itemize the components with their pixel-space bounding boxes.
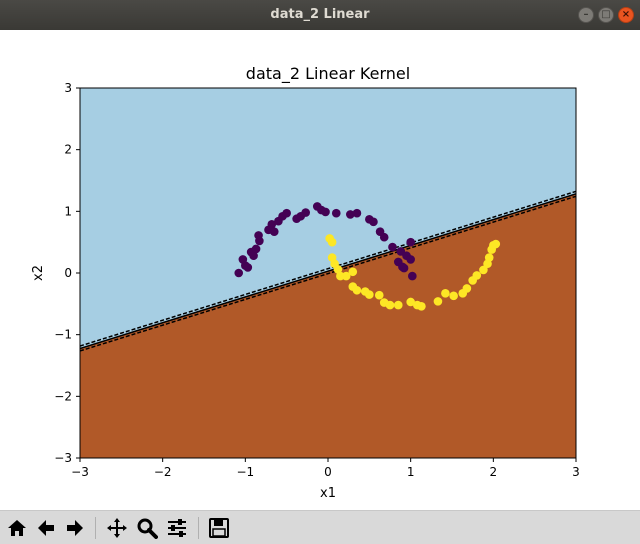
data-point-class-1 bbox=[393, 300, 403, 310]
x-tick-label: 0 bbox=[324, 465, 332, 479]
data-point-class-0 bbox=[369, 217, 378, 227]
scatter-points bbox=[234, 202, 501, 311]
forward-arrow-icon[interactable] bbox=[62, 515, 88, 541]
data-point-class-1 bbox=[491, 239, 501, 249]
y-tick-label: −1 bbox=[54, 328, 72, 342]
data-point-class-0 bbox=[406, 237, 415, 247]
data-point-class-0 bbox=[249, 251, 258, 261]
back-arrow-icon[interactable] bbox=[33, 515, 59, 541]
save-icon[interactable] bbox=[206, 515, 232, 541]
y-axis-ticks: −3 −2 −1 0 1 2 3 bbox=[54, 81, 80, 465]
data-point-class-0 bbox=[406, 255, 415, 264]
data-point-class-1 bbox=[385, 300, 395, 310]
region-class-0 bbox=[80, 88, 576, 349]
y-tick-label: 1 bbox=[64, 204, 72, 218]
data-point-class-1 bbox=[462, 284, 472, 293]
data-point-class-0 bbox=[331, 208, 341, 218]
chart-title: data_2 Linear Kernel bbox=[246, 64, 410, 84]
y-tick-label: 0 bbox=[64, 266, 72, 280]
data-point-class-1 bbox=[348, 267, 358, 277]
close-button[interactable]: × bbox=[618, 7, 634, 23]
window-titlebar: data_2 Linear – □ × bbox=[0, 0, 640, 30]
data-point-class-1 bbox=[365, 290, 374, 299]
data-point-class-0 bbox=[352, 208, 362, 218]
decision-regions bbox=[80, 88, 576, 458]
data-point-class-1 bbox=[333, 265, 343, 274]
pan-icon[interactable] bbox=[104, 515, 130, 541]
margin-line-upper bbox=[80, 190, 576, 347]
data-point-class-0 bbox=[301, 208, 310, 217]
figure-canvas: −3 −2 −1 0 1 2 3 −3 −2 −1 0 1 2 3 data_2 Linear Kern… bbox=[0, 30, 640, 510]
region-class-1 bbox=[80, 193, 576, 458]
data-point-class-0 bbox=[234, 268, 244, 278]
home-icon[interactable] bbox=[4, 515, 30, 541]
decision-boundary bbox=[80, 193, 576, 350]
x-axis-ticks: −3 −2 −1 0 1 2 3 bbox=[71, 458, 580, 479]
data-point-class-1 bbox=[433, 297, 443, 306]
data-point-class-0 bbox=[398, 262, 407, 272]
zoom-icon[interactable] bbox=[134, 515, 160, 541]
data-point-class-1 bbox=[406, 297, 415, 307]
toolbar-separator bbox=[198, 517, 199, 539]
y-tick-label: 2 bbox=[64, 143, 72, 157]
y-tick-label: −2 bbox=[54, 389, 72, 403]
maximize-button[interactable]: □ bbox=[598, 7, 614, 23]
data-point-class-0 bbox=[388, 242, 397, 252]
toolbar-separator bbox=[95, 517, 96, 539]
x-tick-label: −1 bbox=[236, 465, 254, 479]
data-point-class-0 bbox=[282, 208, 291, 218]
data-point-class-0 bbox=[408, 271, 417, 281]
data-point-class-0 bbox=[346, 210, 355, 219]
data-point-class-0 bbox=[267, 219, 277, 229]
margin-line-lower bbox=[80, 195, 576, 352]
data-point-class-1 bbox=[374, 290, 384, 300]
data-point-class-0 bbox=[269, 227, 279, 236]
data-point-class-0 bbox=[255, 236, 264, 246]
data-point-class-1 bbox=[417, 302, 426, 311]
chart-svg: −3 −2 −1 0 1 2 3 −3 −2 −1 0 1 2 3 data_2 Linear Kern… bbox=[31, 64, 580, 501]
data-point-class-1 bbox=[341, 271, 351, 281]
data-point-class-1 bbox=[327, 237, 337, 247]
configure-subplots-icon[interactable] bbox=[164, 515, 190, 541]
data-point-class-1 bbox=[441, 289, 450, 298]
x-tick-label: 3 bbox=[572, 465, 580, 479]
data-point-class-1 bbox=[449, 291, 458, 301]
data-point-class-0 bbox=[251, 244, 261, 254]
navigation-toolbar bbox=[0, 510, 640, 544]
x-tick-label: 2 bbox=[490, 465, 498, 479]
data-point-class-0 bbox=[379, 232, 389, 242]
x-axis-label: x1 bbox=[320, 486, 336, 501]
x-tick-label: 1 bbox=[407, 465, 415, 479]
data-point-class-1 bbox=[472, 271, 482, 280]
minimize-button[interactable]: – bbox=[578, 7, 594, 23]
y-tick-label: 3 bbox=[64, 81, 72, 95]
data-point-class-0 bbox=[321, 207, 330, 217]
x-tick-label: −2 bbox=[154, 465, 172, 479]
y-axis-label: x2 bbox=[31, 265, 46, 281]
data-point-class-1 bbox=[479, 265, 488, 275]
x-tick-label: −3 bbox=[71, 465, 89, 479]
data-point-class-0 bbox=[243, 263, 253, 272]
y-tick-label: −3 bbox=[54, 451, 72, 465]
data-point-class-1 bbox=[484, 253, 494, 262]
data-point-class-1 bbox=[352, 285, 362, 295]
window-title: data_2 Linear bbox=[270, 7, 370, 22]
decision-boundary-lines bbox=[80, 190, 576, 352]
